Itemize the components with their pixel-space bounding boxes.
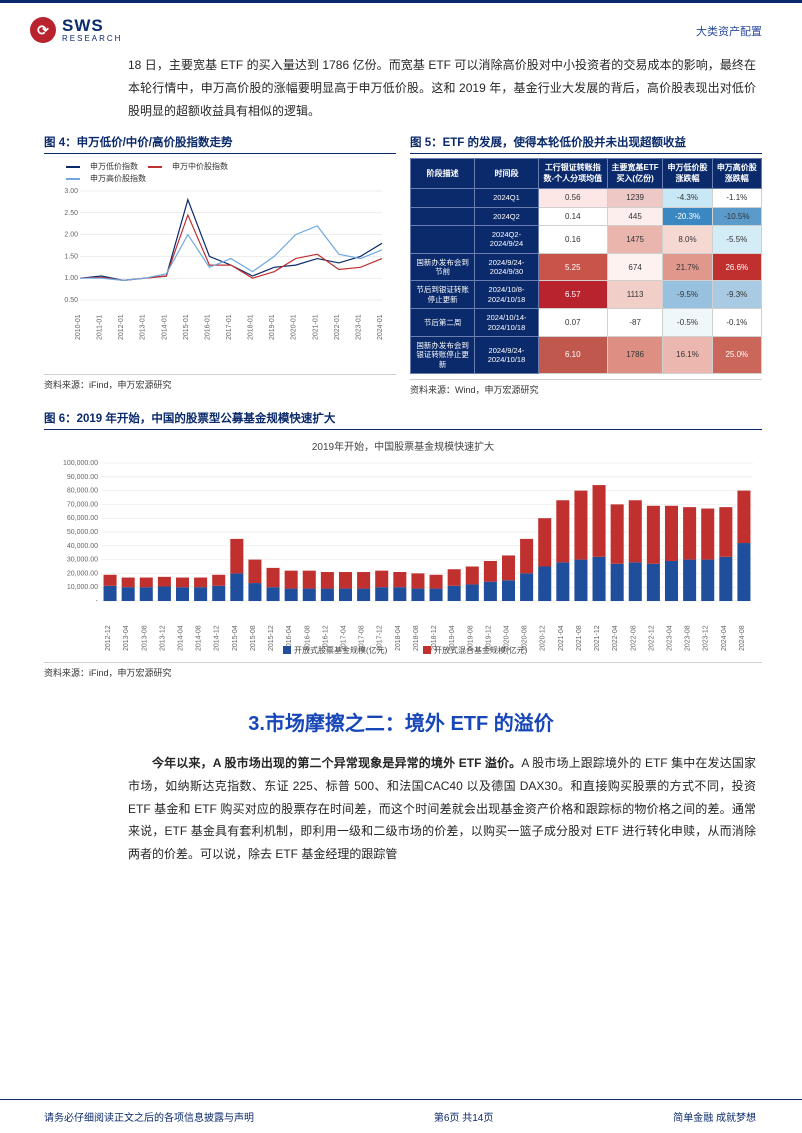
figure-4-chart: 0.50 1.00 1.50 2.00 2.50 3.00 2010-01 2011-01 20…: [44, 187, 396, 342]
svg-text:2018-04: 2018-04: [395, 625, 402, 651]
svg-text:2020-01: 2020-01: [291, 315, 298, 341]
svg-text:2021-04: 2021-04: [558, 625, 565, 651]
logo-subtitle: RESEARCH: [62, 35, 122, 43]
svg-text:10,000.00: 10,000.00: [67, 584, 98, 591]
svg-text:2015-08: 2015-08: [250, 625, 257, 651]
svg-text:2022-08: 2022-08: [630, 625, 637, 651]
section-3-lead: 今年以来，A 股市场出现的第二个异常现象是异常的境外 ETF 溢价。: [152, 756, 521, 770]
figure-4-title: 图 4：申万低价/中价/高价股指数走势: [44, 134, 396, 154]
svg-text:开放式股票基金规模(亿元): 开放式股票基金规模(亿元): [294, 645, 388, 655]
figure-4-legend: 申万低价指数申万中价股指数申万高价股指数: [44, 158, 396, 187]
svg-text:2024-08: 2024-08: [739, 625, 746, 651]
svg-text:2024-01: 2024-01: [377, 315, 384, 341]
svg-text:2.50: 2.50: [64, 210, 78, 217]
svg-text:2022-12: 2022-12: [648, 625, 655, 651]
svg-text:2023-08: 2023-08: [685, 625, 692, 651]
svg-text:1.00: 1.00: [64, 276, 78, 283]
svg-text:90,000.00: 90,000.00: [67, 474, 98, 481]
svg-text:2011-01: 2011-01: [97, 315, 104, 340]
svg-text:2014-04: 2014-04: [178, 625, 185, 651]
svg-text:40,000.00: 40,000.00: [67, 543, 98, 550]
svg-text:-: -: [96, 598, 99, 605]
figure-6-title: 图 6：2019 年开始，中国的股票型公募基金规模快速扩大: [44, 410, 762, 430]
svg-text:50,000.00: 50,000.00: [67, 529, 98, 536]
intro-paragraph: 18 日，主要宽基 ETF 的买入量达到 1786 亿份。而宽基 ETF 可以消…: [128, 54, 756, 122]
figure-5-block: 图 5：ETF 的发展，使得本轮低价股并未出现超额收益 阶段描述时间段工行银证转…: [410, 134, 762, 396]
figure-6-source: 资料来源：iFind，申万宏源研究: [44, 662, 762, 679]
svg-text:0.50: 0.50: [64, 297, 78, 304]
svg-text:3.00: 3.00: [64, 188, 78, 195]
svg-text:2023-12: 2023-12: [703, 625, 710, 651]
svg-text:2013-04: 2013-04: [123, 625, 130, 651]
figure-5-title: 图 5：ETF 的发展，使得本轮低价股并未出现超额收益: [410, 134, 762, 154]
svg-text:60,000.00: 60,000.00: [67, 515, 98, 522]
svg-text:2012-12: 2012-12: [105, 625, 112, 651]
section-3-rest: A 股市场上跟踪境外的 ETF 集中在发达国家市场，如纳斯达克指数、东证 225…: [128, 756, 756, 861]
figure-5-source: 资料来源：Wind，申万宏源研究: [410, 379, 762, 396]
page-header: ⟳ SWS RESEARCH 大类资产配置: [0, 0, 802, 50]
svg-text:80,000.00: 80,000.00: [67, 488, 98, 495]
svg-text:2016-01: 2016-01: [204, 315, 211, 341]
svg-text:2024-04: 2024-04: [721, 625, 728, 651]
svg-text:2015-04: 2015-04: [232, 625, 239, 651]
figure-6-chart: - 10,000.00 20,000.00 30,000.00 40,000.00 50,…: [44, 459, 762, 657]
logo-mark-icon: ⟳: [30, 17, 56, 43]
logo-name: SWS: [62, 17, 122, 35]
svg-text:2013-12: 2013-12: [159, 625, 166, 651]
figure-4-source: 资料来源：iFind，申万宏源研究: [44, 374, 396, 391]
svg-text:2019-01: 2019-01: [269, 315, 276, 341]
svg-text:2014-08: 2014-08: [196, 625, 203, 651]
svg-text:2015-12: 2015-12: [268, 625, 275, 651]
svg-text:2023-01: 2023-01: [355, 315, 362, 341]
figure-6-subtitle: 2019年开始，中国股票基金规模快速扩大: [44, 438, 762, 453]
svg-text:2018-01: 2018-01: [248, 315, 255, 341]
footer-disclaimer: 请务必仔细阅读正文之后的各项信息披露与声明: [44, 1109, 254, 1124]
svg-text:2023-04: 2023-04: [667, 625, 674, 651]
svg-text:2010-01: 2010-01: [75, 315, 82, 341]
section-3-heading: 3.市场摩擦之二：境外 ETF 的溢价: [0, 707, 802, 736]
figure-5-table: 阶段描述时间段工行银证转账指数-个人分项均值主要宽基ETF买入(亿份)申万低价股…: [410, 158, 762, 374]
figure-4-block: 图 4：申万低价/中价/高价股指数走势 申万低价指数申万中价股指数申万高价股指数…: [44, 134, 396, 396]
svg-text:2014-01: 2014-01: [161, 315, 168, 341]
svg-text:2013-08: 2013-08: [141, 625, 148, 651]
svg-text:2012-01: 2012-01: [118, 315, 125, 341]
svg-text:2014-12: 2014-12: [214, 625, 221, 651]
svg-text:2021-01: 2021-01: [312, 315, 319, 341]
svg-text:100,000.00: 100,000.00: [63, 460, 98, 467]
svg-text:1.50: 1.50: [64, 254, 78, 261]
svg-text:2022-04: 2022-04: [612, 625, 619, 651]
svg-text:2.00: 2.00: [64, 232, 78, 239]
footer-page-number: 第6页 共14页: [434, 1109, 493, 1124]
page-footer: 请务必仔细阅读正文之后的各项信息披露与声明 第6页 共14页 简单金融 成就梦想: [0, 1099, 802, 1133]
document-category: 大类资产配置: [696, 23, 762, 39]
footer-tagline: 简单金融 成就梦想: [673, 1109, 756, 1124]
svg-text:2020-12: 2020-12: [540, 625, 547, 651]
svg-text:30,000.00: 30,000.00: [67, 557, 98, 564]
svg-text:2022-01: 2022-01: [334, 315, 341, 341]
svg-text:开放式混合基金规模(亿元): 开放式混合基金规模(亿元): [434, 645, 528, 655]
svg-text:2018-08: 2018-08: [413, 625, 420, 651]
svg-text:70,000.00: 70,000.00: [67, 501, 98, 508]
section-3-paragraph: 今年以来，A 股市场出现的第二个异常现象是异常的境外 ETF 溢价。A 股市场上…: [128, 752, 756, 866]
svg-text:2021-12: 2021-12: [594, 625, 601, 651]
logo: ⟳ SWS RESEARCH: [30, 17, 122, 43]
svg-text:2021-08: 2021-08: [576, 625, 583, 651]
svg-text:2017-01: 2017-01: [226, 315, 233, 341]
svg-text:2013-01: 2013-01: [140, 315, 147, 341]
figure-6-block: 图 6：2019 年开始，中国的股票型公募基金规模快速扩大 2019年开始，中国…: [44, 410, 762, 679]
svg-text:2015-01: 2015-01: [183, 315, 190, 341]
svg-text:20,000.00: 20,000.00: [67, 570, 98, 577]
